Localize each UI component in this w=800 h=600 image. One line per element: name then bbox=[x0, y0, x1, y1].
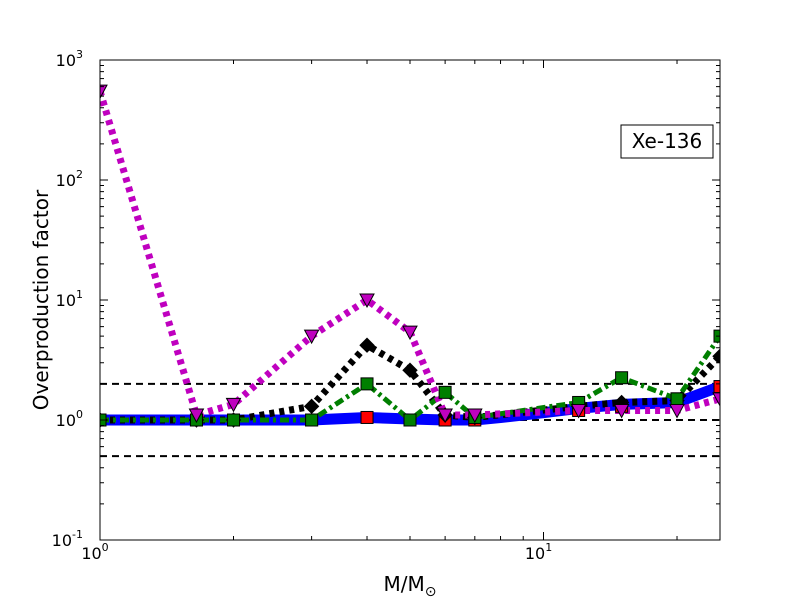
series-3-marker bbox=[305, 413, 319, 427]
plot-background bbox=[100, 60, 720, 540]
series-4-marker bbox=[669, 403, 685, 419]
series-3-marker bbox=[360, 377, 374, 391]
y-tick-label: 102 bbox=[56, 168, 83, 190]
series-2-marker bbox=[402, 362, 418, 378]
series-line-4 bbox=[100, 90, 720, 419]
x-tick-label: 100 bbox=[81, 541, 108, 563]
series-4-marker bbox=[303, 329, 320, 345]
x-axis-label: M/M⊙ bbox=[384, 572, 437, 600]
series-3-marker bbox=[670, 392, 684, 406]
series-3-marker bbox=[403, 413, 417, 427]
series-2-marker bbox=[359, 337, 375, 353]
series-4-marker bbox=[437, 408, 453, 424]
y-axis-label: Overproduction factor bbox=[29, 189, 53, 410]
series-2-marker bbox=[303, 398, 320, 415]
x-axis-label-main: M/M bbox=[384, 572, 425, 596]
series-3-marker bbox=[227, 413, 241, 427]
series-line-2 bbox=[100, 341, 720, 424]
series-4-marker bbox=[188, 408, 205, 424]
y-tick-label: 101 bbox=[56, 288, 83, 310]
annotation-label: Xe-136 bbox=[632, 129, 703, 153]
series-4-marker bbox=[359, 293, 375, 309]
series-4-marker bbox=[402, 325, 418, 341]
series-0-marker bbox=[713, 380, 720, 394]
series-2-marker bbox=[712, 348, 720, 364]
y-tick-label: 100 bbox=[56, 408, 83, 430]
series-4-marker bbox=[570, 403, 587, 419]
x-tick-label: 101 bbox=[525, 541, 552, 563]
series-3-marker bbox=[615, 371, 629, 385]
y-tick-label: 103 bbox=[56, 48, 83, 70]
axis-ticks bbox=[99, 59, 720, 541]
series-4-marker bbox=[613, 403, 630, 419]
annotation-box: Xe-136 bbox=[620, 124, 714, 159]
series-4-marker bbox=[466, 408, 483, 424]
series-3-marker bbox=[438, 385, 452, 399]
series-4-marker bbox=[225, 397, 242, 413]
series-0-marker bbox=[360, 410, 374, 424]
series-4-marker bbox=[712, 392, 720, 407]
x-axis-label-subscript: ⊙ bbox=[425, 584, 437, 600]
series-4-marker bbox=[100, 84, 108, 100]
y-tick-label: 10-1 bbox=[52, 528, 83, 550]
